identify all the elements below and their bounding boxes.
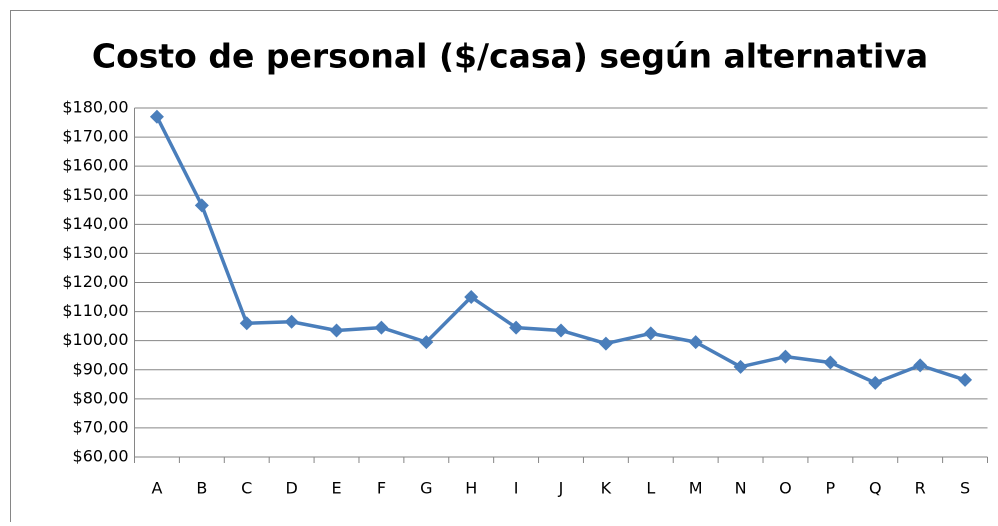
y-tick-label: $100,00	[62, 330, 128, 349]
x-tick-label: P	[826, 479, 836, 498]
x-tick-label: F	[377, 479, 386, 498]
x-tick-label: L	[646, 479, 655, 498]
x-tick-label: O	[779, 479, 792, 498]
x-tick-label: E	[331, 479, 341, 498]
x-tick-label: R	[915, 479, 926, 498]
x-tick-label: G	[420, 479, 432, 498]
y-tick-label: $70,00	[73, 417, 129, 436]
y-tick-label: $130,00	[62, 243, 128, 262]
y-tick-label: $140,00	[62, 214, 128, 233]
x-tick-label: Q	[869, 479, 882, 498]
y-tick-label: $80,00	[73, 388, 129, 407]
y-tick-label: $60,00	[73, 447, 129, 466]
y-tick-label: $90,00	[73, 359, 129, 378]
x-tick-label: N	[735, 479, 747, 498]
y-tick-label: $120,00	[62, 272, 128, 291]
x-tick-label: C	[241, 479, 252, 498]
chart-title: Costo de personal ($/casa) según alterna…	[92, 37, 928, 76]
y-tick-label: $160,00	[62, 156, 128, 175]
x-tick-label: I	[514, 479, 519, 498]
x-tick-label: D	[285, 479, 297, 498]
x-tick-label: A	[151, 479, 162, 498]
x-tick-label: B	[196, 479, 207, 498]
y-tick-label: $110,00	[62, 301, 128, 320]
x-tick-label: K	[601, 479, 612, 498]
y-tick-label: $180,00	[62, 98, 128, 117]
chart-border	[11, 11, 998, 523]
y-tick-label: $170,00	[62, 127, 128, 146]
y-tick-label: $150,00	[62, 185, 128, 204]
x-tick-label: H	[465, 479, 477, 498]
x-tick-label: S	[960, 479, 970, 498]
x-tick-label: J	[558, 479, 564, 498]
x-tick-label: M	[689, 479, 703, 498]
